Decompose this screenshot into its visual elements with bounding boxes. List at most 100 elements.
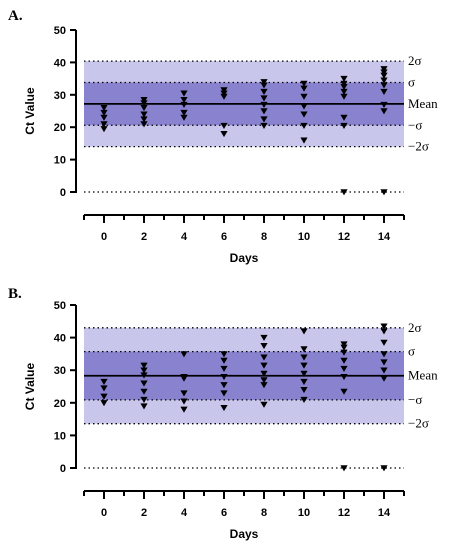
data-point bbox=[140, 396, 148, 403]
data-point bbox=[340, 93, 348, 100]
band-label-mean: Mean bbox=[408, 96, 438, 111]
data-point bbox=[380, 69, 388, 76]
data-point bbox=[380, 375, 388, 382]
data-point bbox=[260, 377, 268, 384]
x-tick-label: 14 bbox=[378, 507, 391, 519]
data-point bbox=[260, 334, 268, 342]
data-point bbox=[140, 96, 148, 104]
data-point bbox=[260, 382, 268, 389]
data-point bbox=[300, 346, 308, 353]
data-point bbox=[300, 85, 308, 92]
band-label-sigma-plus: σ bbox=[408, 344, 415, 359]
data-point bbox=[260, 401, 268, 408]
data-point bbox=[140, 367, 148, 374]
x-tick-label: 0 bbox=[101, 231, 107, 243]
y-tick-label: 10 bbox=[54, 155, 66, 167]
data-point bbox=[220, 351, 228, 358]
data-point bbox=[260, 343, 268, 350]
data-point bbox=[340, 189, 348, 196]
data-point bbox=[380, 189, 388, 196]
data-point bbox=[220, 404, 228, 412]
y-axis-title: Ct Value bbox=[23, 87, 37, 135]
data-point bbox=[180, 390, 188, 397]
data-point bbox=[300, 396, 308, 403]
x-tick-label: 10 bbox=[298, 231, 310, 243]
data-point bbox=[140, 403, 148, 410]
data-point bbox=[180, 96, 188, 104]
data-point bbox=[220, 130, 228, 138]
data-point bbox=[300, 370, 308, 377]
data-point bbox=[300, 122, 308, 129]
data-point bbox=[380, 359, 388, 366]
panel-label: B. bbox=[8, 286, 22, 302]
data-point bbox=[300, 93, 308, 100]
data-point bbox=[380, 77, 388, 84]
data-point bbox=[140, 380, 148, 387]
x-tick-label: 8 bbox=[261, 231, 267, 243]
x-axis-title: Days bbox=[230, 527, 259, 541]
data-point bbox=[220, 122, 228, 129]
data-point bbox=[100, 385, 108, 392]
y-tick-label: 20 bbox=[54, 398, 66, 410]
data-point bbox=[300, 387, 308, 394]
y-tick-label: 20 bbox=[54, 122, 66, 134]
data-point bbox=[220, 87, 228, 94]
y-tick-label: 40 bbox=[54, 333, 66, 345]
band-label-sigma-minus: −σ bbox=[408, 392, 422, 407]
data-point bbox=[300, 111, 308, 118]
y-tick-label: 50 bbox=[54, 300, 66, 312]
data-point bbox=[340, 374, 348, 381]
data-point bbox=[340, 344, 348, 351]
y-tick-label: 0 bbox=[60, 187, 66, 199]
data-point bbox=[340, 388, 348, 395]
x-tick-label: 8 bbox=[261, 507, 267, 519]
y-tick-label: 30 bbox=[54, 90, 66, 102]
data-point bbox=[260, 95, 268, 102]
x-tick-label: 12 bbox=[338, 231, 350, 243]
data-point bbox=[140, 116, 148, 123]
data-point bbox=[180, 351, 188, 358]
data-point bbox=[140, 111, 148, 118]
data-point bbox=[140, 388, 148, 395]
band-label-two-sigma-plus: 2σ bbox=[408, 320, 422, 335]
data-point bbox=[220, 390, 228, 397]
data-point bbox=[340, 341, 348, 348]
data-point bbox=[260, 82, 268, 89]
data-point bbox=[180, 114, 188, 121]
y-tick-label: 0 bbox=[60, 463, 66, 475]
data-point bbox=[340, 349, 348, 356]
data-point bbox=[380, 328, 388, 335]
x-tick-label: 6 bbox=[221, 507, 227, 519]
data-point bbox=[100, 121, 108, 128]
data-point bbox=[260, 362, 268, 369]
data-point bbox=[260, 354, 268, 361]
band-label-sigma-plus: σ bbox=[408, 74, 415, 89]
data-point bbox=[260, 122, 268, 129]
data-point bbox=[340, 88, 348, 95]
x-tick-label: 10 bbox=[298, 507, 310, 519]
data-point bbox=[260, 116, 268, 123]
data-point bbox=[300, 328, 308, 335]
x-tick-label: 0 bbox=[101, 507, 107, 519]
data-point bbox=[380, 339, 388, 346]
data-point bbox=[260, 79, 268, 86]
data-point bbox=[180, 398, 188, 405]
x-tick-label: 2 bbox=[141, 507, 147, 519]
band-label-sigma-minus: −σ bbox=[408, 117, 422, 132]
data-point bbox=[180, 90, 188, 97]
data-point bbox=[220, 374, 228, 381]
band-label-two-sigma-minus: −2σ bbox=[408, 139, 429, 154]
y-tick-label: 40 bbox=[54, 57, 66, 69]
data-point bbox=[140, 100, 148, 107]
band-label-two-sigma-minus: −2σ bbox=[408, 416, 429, 431]
data-point bbox=[300, 378, 308, 386]
data-point bbox=[340, 365, 348, 372]
data-point bbox=[100, 393, 108, 400]
data-point bbox=[260, 101, 268, 108]
x-tick-label: 14 bbox=[378, 231, 391, 243]
data-point bbox=[380, 108, 388, 115]
x-tick-label: 2 bbox=[141, 231, 147, 243]
y-tick-label: 50 bbox=[54, 25, 66, 37]
data-point bbox=[380, 465, 388, 472]
data-point bbox=[380, 82, 388, 89]
